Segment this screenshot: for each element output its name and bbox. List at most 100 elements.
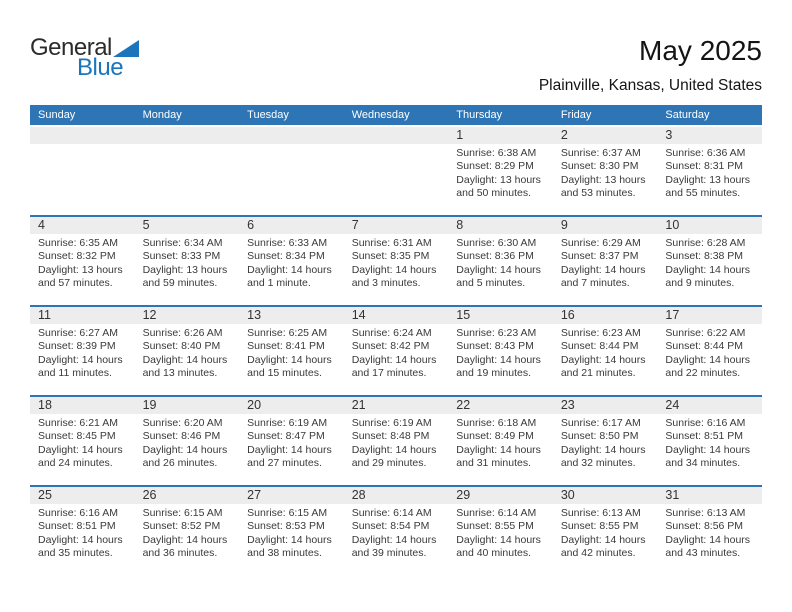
day-number-strip: 9 xyxy=(552,217,658,234)
calendar-body: 1 Sunrise: 6:38 AM Sunset: 8:29 PM Dayli… xyxy=(30,127,762,575)
day-cell-22: 22 Sunrise: 6:18 AM Sunset: 8:49 PM Dayl… xyxy=(448,397,553,485)
day-number-strip: 5 xyxy=(134,217,240,234)
day-number-strip: 15 xyxy=(448,307,553,324)
sunrise-text: Sunrise: 6:29 AM xyxy=(560,237,641,249)
day-cell-27: 27 Sunrise: 6:15 AM Sunset: 8:53 PM Dayl… xyxy=(239,487,344,575)
daylight-text-line1: Daylight: 14 hours xyxy=(247,353,332,366)
weekday-tuesday: Tuesday xyxy=(247,109,289,121)
sunset-text: Sunset: 8:39 PM xyxy=(38,340,116,353)
day-cell-2: 2 Sunrise: 6:37 AM Sunset: 8:30 PM Dayli… xyxy=(552,127,658,215)
empty-cell xyxy=(30,127,135,215)
sunset-text: Sunset: 8:54 PM xyxy=(351,520,430,533)
daylight-text-line1: Daylight: 13 hours xyxy=(142,263,228,276)
daylight-text-line1: Daylight: 14 hours xyxy=(142,443,228,456)
weekday-saturday: Saturday xyxy=(665,109,710,121)
sunset-text: Sunset: 8:51 PM xyxy=(665,430,744,443)
day-number-strip: 11 xyxy=(30,307,135,324)
sunset-text: Sunset: 8:30 PM xyxy=(560,160,639,173)
week-row: 25 Sunrise: 6:16 AM Sunset: 8:51 PM Dayl… xyxy=(30,485,762,575)
daylight-text-line2: and 34 minutes. xyxy=(665,457,741,470)
daylight-text-line1: Daylight: 14 hours xyxy=(665,443,751,456)
day-details: Sunrise: 6:14 AM Sunset: 8:55 PM Dayligh… xyxy=(448,504,553,561)
daylight-text-line1: Daylight: 14 hours xyxy=(665,263,751,276)
day-details: Sunrise: 6:27 AM Sunset: 8:39 PM Dayligh… xyxy=(30,324,135,381)
day-details: Sunrise: 6:30 AM Sunset: 8:36 PM Dayligh… xyxy=(448,234,553,291)
daylight-text-line2: and 32 minutes. xyxy=(560,457,636,470)
day-number-strip: 18 xyxy=(30,397,135,414)
sunset-text: Sunset: 8:50 PM xyxy=(560,430,639,443)
day-number: 11 xyxy=(38,308,51,322)
sunset-text: Sunset: 8:45 PM xyxy=(38,430,116,443)
day-number: 19 xyxy=(142,398,157,412)
sunset-text: Sunset: 8:51 PM xyxy=(38,520,116,533)
daylight-text-line2: and 5 minutes. xyxy=(456,277,526,290)
sunrise-text: Sunrise: 6:30 AM xyxy=(456,237,537,249)
daylight-text-line2: and 36 minutes. xyxy=(142,547,218,560)
sunset-text: Sunset: 8:32 PM xyxy=(38,250,116,263)
day-details: Sunrise: 6:14 AM Sunset: 8:54 PM Dayligh… xyxy=(344,504,449,561)
sunset-text: Sunset: 8:44 PM xyxy=(665,340,744,353)
sunrise-text: Sunrise: 6:14 AM xyxy=(351,507,432,519)
sunset-text: Sunset: 8:41 PM xyxy=(247,340,325,353)
daylight-text-line1: Daylight: 14 hours xyxy=(456,353,541,366)
day-details: Sunrise: 6:13 AM Sunset: 8:55 PM Dayligh… xyxy=(553,504,658,561)
day-number: 1 xyxy=(456,128,464,142)
day-details: Sunrise: 6:17 AM Sunset: 8:50 PM Dayligh… xyxy=(553,414,658,471)
day-cell-21: 21 Sunrise: 6:19 AM Sunset: 8:48 PM Dayl… xyxy=(343,397,449,485)
day-number: 26 xyxy=(142,488,157,502)
sunrise-text: Sunrise: 6:15 AM xyxy=(142,507,223,519)
sunrise-text: Sunrise: 6:17 AM xyxy=(560,417,641,429)
logo-text-general: General xyxy=(30,34,112,61)
day-number: 4 xyxy=(38,218,45,232)
sunset-text: Sunset: 8:55 PM xyxy=(560,520,639,533)
day-number-strip: 3 xyxy=(657,127,762,144)
daylight-text-line1: Daylight: 14 hours xyxy=(351,353,437,366)
day-number-strip: 8 xyxy=(448,217,553,234)
daylight-text-line1: Daylight: 14 hours xyxy=(456,443,541,456)
daylight-text-line2: and 42 minutes. xyxy=(560,547,636,560)
day-number-strip: 12 xyxy=(134,307,240,324)
day-number-strip: 10 xyxy=(657,217,762,234)
sunrise-text: Sunrise: 6:14 AM xyxy=(456,507,537,519)
sunrise-text: Sunrise: 6:18 AM xyxy=(456,417,537,429)
day-details: Sunrise: 6:23 AM Sunset: 8:43 PM Dayligh… xyxy=(448,324,553,381)
daylight-text-line1: Daylight: 14 hours xyxy=(351,263,437,276)
daylight-text-line2: and 29 minutes. xyxy=(351,457,427,470)
sunset-text: Sunset: 8:52 PM xyxy=(142,520,221,533)
day-cell-20: 20 Sunrise: 6:19 AM Sunset: 8:47 PM Dayl… xyxy=(239,397,344,485)
day-details: Sunrise: 6:23 AM Sunset: 8:44 PM Dayligh… xyxy=(553,324,658,381)
sunset-text: Sunset: 8:44 PM xyxy=(560,340,639,353)
daylight-text-line2: and 53 minutes. xyxy=(560,187,636,200)
day-number: 2 xyxy=(560,128,568,142)
day-number: 28 xyxy=(351,488,366,502)
day-details: Sunrise: 6:31 AM Sunset: 8:35 PM Dayligh… xyxy=(344,234,449,291)
day-details: Sunrise: 6:37 AM Sunset: 8:30 PM Dayligh… xyxy=(553,144,658,201)
daylight-text-line2: and 9 minutes. xyxy=(665,277,735,290)
sunrise-text: Sunrise: 6:13 AM xyxy=(560,507,641,519)
day-number-strip: 28 xyxy=(343,487,449,504)
daylight-text-line2: and 27 minutes. xyxy=(247,457,322,470)
calendar-page: General Blue May 2025 Plainville, Kansas… xyxy=(30,0,762,575)
day-cell-10: 10 Sunrise: 6:28 AM Sunset: 8:38 PM Dayl… xyxy=(657,217,762,305)
day-number: 3 xyxy=(665,128,673,142)
day-cell-12: 12 Sunrise: 6:26 AM Sunset: 8:40 PM Dayl… xyxy=(134,307,240,395)
day-cell-7: 7 Sunrise: 6:31 AM Sunset: 8:35 PM Dayli… xyxy=(343,217,449,305)
day-cell-6: 6 Sunrise: 6:33 AM Sunset: 8:34 PM Dayli… xyxy=(239,217,344,305)
daylight-text-line2: and 13 minutes. xyxy=(142,367,218,380)
day-number-strip: 1 xyxy=(448,127,553,144)
sunset-text: Sunset: 8:43 PM xyxy=(456,340,534,353)
daylight-text-line2: and 7 minutes. xyxy=(560,277,630,290)
day-cell-26: 26 Sunrise: 6:15 AM Sunset: 8:52 PM Dayl… xyxy=(134,487,240,575)
day-cell-30: 30 Sunrise: 6:13 AM Sunset: 8:55 PM Dayl… xyxy=(552,487,658,575)
empty-cell xyxy=(134,127,240,215)
sunrise-text: Sunrise: 6:20 AM xyxy=(142,417,223,429)
page-title: May 2025 xyxy=(639,35,762,66)
daylight-text-line1: Daylight: 14 hours xyxy=(456,263,541,276)
week-row: 1 Sunrise: 6:38 AM Sunset: 8:29 PM Dayli… xyxy=(30,127,762,215)
day-number: 8 xyxy=(456,218,464,232)
sunset-text: Sunset: 8:49 PM xyxy=(456,430,534,443)
day-details: Sunrise: 6:19 AM Sunset: 8:48 PM Dayligh… xyxy=(344,414,449,471)
day-details: Sunrise: 6:24 AM Sunset: 8:42 PM Dayligh… xyxy=(344,324,449,381)
week-row: 11 Sunrise: 6:27 AM Sunset: 8:39 PM Dayl… xyxy=(30,305,762,395)
day-number-strip: 27 xyxy=(239,487,344,504)
